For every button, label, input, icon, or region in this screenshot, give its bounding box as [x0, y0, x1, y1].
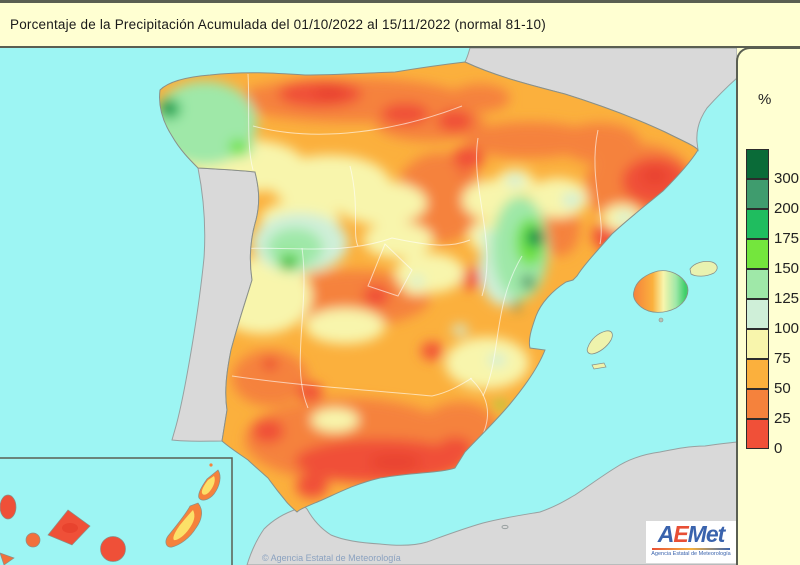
- legend-label: 200: [774, 200, 800, 217]
- formentera-island: [591, 362, 607, 370]
- logo-letters-met: Met: [687, 521, 726, 547]
- la-palma-island: [0, 494, 17, 520]
- precipitation-field: [159, 78, 695, 498]
- legend-swatch: [746, 269, 769, 299]
- logo-letter-a: A: [657, 521, 675, 547]
- canary-islands-inset: [0, 457, 233, 565]
- logo-letter-e: E: [673, 521, 688, 547]
- menorca-island: [689, 261, 718, 277]
- lanzarote-center: [201, 476, 215, 495]
- legend-label: 125: [774, 290, 800, 307]
- map-area: [0, 48, 737, 565]
- la-graciosa-islet: [209, 463, 213, 467]
- cabrera-island: [658, 317, 664, 323]
- el-hierro-island: [0, 552, 15, 565]
- title-bar: Porcentaje de la Precipitación Acumulada…: [0, 0, 800, 48]
- legend-label: 75: [774, 350, 791, 367]
- alboran-islet: [501, 524, 509, 530]
- legend-swatch: [746, 239, 769, 269]
- ibiza-island: [586, 330, 613, 355]
- province-borders: [204, 73, 602, 445]
- precipitation-map-svg: [0, 48, 737, 565]
- legend-swatch: [746, 209, 769, 239]
- legend-swatch: [746, 149, 769, 179]
- logo-subtitle: Agencia Estatal de Meteorología: [651, 551, 731, 557]
- legend-swatch: [746, 419, 769, 449]
- legend-unit: %: [758, 91, 772, 108]
- la-gomera-island: [25, 532, 41, 548]
- legend-swatch: [746, 299, 769, 329]
- map-title: Porcentaje de la Precipitación Acumulada…: [10, 17, 546, 32]
- legend-panel: % 300 200 175 150 125 100 75 50 25 0: [736, 47, 800, 565]
- logo-color-bar: [652, 548, 730, 550]
- copyright-attribution: © Agencia Estatal de Meteorología: [262, 553, 401, 563]
- legend-label: 50: [774, 380, 791, 397]
- fuerteventura-center: [173, 510, 195, 541]
- legend-swatch: [746, 389, 769, 419]
- legend-swatch: [746, 179, 769, 209]
- mallorca-island: [633, 270, 689, 313]
- aemet-logo-word: AEMet: [646, 521, 736, 547]
- balearic-islands: [586, 261, 718, 370]
- legend-scale: 300 200 175 150 125 100 75 50 25 0: [746, 149, 800, 479]
- gran-canaria-island: [100, 536, 126, 562]
- legend-label: 150: [774, 260, 800, 277]
- legend-label: 300: [774, 170, 800, 187]
- legend-label: 0: [774, 440, 783, 457]
- tenerife-core: [62, 523, 78, 533]
- legend-label: 25: [774, 410, 791, 427]
- legend-swatch: [746, 359, 769, 389]
- aemet-logo: AEMet Agencia Estatal de Meteorología: [646, 521, 736, 563]
- legend-swatch: [746, 329, 769, 359]
- legend-label: 175: [774, 230, 800, 247]
- legend-label: 100: [774, 320, 800, 337]
